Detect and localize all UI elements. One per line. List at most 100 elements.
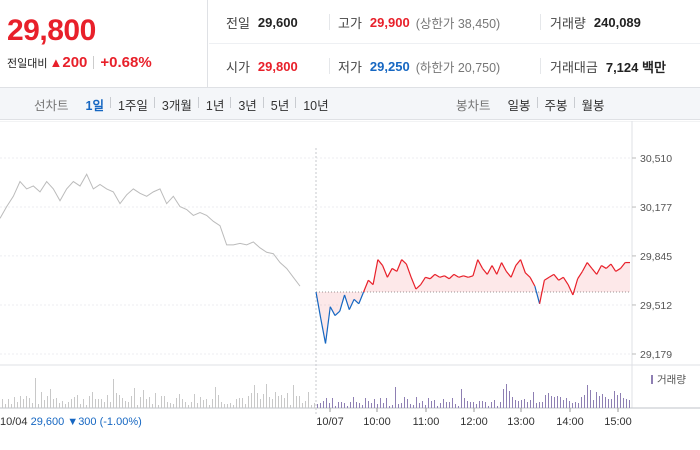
volume-bar: [98, 399, 99, 408]
today-line-segment: [491, 265, 498, 275]
today-line-segment: [453, 273, 460, 278]
divider: [93, 56, 95, 69]
volume-bar: [143, 390, 144, 408]
volume-bar: [95, 399, 96, 408]
period-tab-3y[interactable]: 3년: [230, 95, 263, 114]
volume-bar: [254, 385, 255, 408]
volume-bar: [377, 404, 378, 408]
volume-bar: [203, 400, 204, 408]
volume-value: 240,089: [593, 14, 641, 30]
volume-bar: [83, 399, 84, 408]
today-line-segment: [477, 259, 484, 269]
volume-bar: [572, 403, 573, 408]
today-line-segment: [562, 276, 569, 285]
today-line-segment: [405, 263, 412, 278]
volume-bar: [551, 396, 552, 408]
today-line-segment: [429, 273, 436, 280]
candle-chart-periods: 봉차트 일봉 주봉 월봉: [456, 88, 612, 120]
volume-bar: [362, 405, 363, 408]
volume-bar: [170, 403, 171, 408]
volume-bar: [338, 402, 339, 408]
volume-legend-label: 거래량: [657, 374, 686, 386]
today-line-segment: [444, 275, 450, 280]
today-line-segment: [605, 263, 612, 269]
volume-bar: [17, 402, 18, 408]
volume-bar: [461, 389, 462, 408]
volume-bar: [473, 402, 474, 408]
volume-bar: [440, 403, 441, 408]
prev-day-down-icon: ▼: [67, 416, 78, 428]
volume-bar: [77, 395, 78, 408]
candle-tab-monthly[interactable]: 월봉: [573, 95, 612, 114]
volume-bar: [50, 389, 51, 408]
volume-bar: [242, 398, 243, 408]
volume-bar: [215, 387, 216, 408]
period-tab-1d[interactable]: 1일: [85, 98, 104, 113]
volume-bar: [431, 401, 432, 408]
volume-bar: [623, 398, 624, 408]
volume-bar: [134, 388, 135, 408]
volume-bar: [413, 405, 414, 408]
open-label: 시가: [226, 59, 250, 75]
volume-bar: [8, 399, 9, 408]
amount-stat: 거래대금 7,124 백만: [540, 58, 666, 75]
volume-bar: [455, 404, 456, 408]
volume-bar: [53, 399, 54, 408]
volume-legend-swatch: [651, 375, 653, 384]
volume-bar: [161, 396, 162, 408]
volume-bar: [149, 397, 150, 408]
volume-bar: [485, 402, 486, 408]
volume-bar: [236, 399, 237, 408]
volume-bar: [221, 402, 222, 408]
volume-label: 거래량: [550, 15, 586, 31]
prev-day-change: 300: [78, 416, 99, 428]
volume-bar: [575, 402, 576, 408]
today-line-segment: [315, 291, 322, 319]
period-tab-5y[interactable]: 5년: [262, 95, 296, 114]
volume-bar: [317, 404, 318, 408]
volume-bar: [290, 405, 291, 408]
volume-bar: [92, 392, 93, 408]
volume-bar: [101, 399, 102, 408]
price-chart[interactable]: 30,510 30,177 29,845 29,512 29,179 10/07 10:0…: [0, 121, 700, 450]
x-tick-label: 12:00: [460, 416, 488, 428]
period-tab-3m[interactable]: 3개월: [153, 95, 199, 114]
volume-bar: [140, 397, 141, 408]
volume-bar: [125, 401, 126, 408]
prev-day-line: [0, 173, 301, 287]
volume-bar: [365, 398, 366, 408]
volume-bar: [263, 394, 264, 408]
today-line-segment: [458, 275, 464, 278]
stats-row-2: 시가 29,800 저가 29,250 (하한가 20,750) 거래대금 7,…: [209, 44, 700, 88]
today-line-segment: [529, 276, 536, 287]
today-line-segment: [515, 259, 522, 266]
chart-grid: [0, 121, 700, 414]
volume-bar: [545, 395, 546, 408]
period-tab-10y[interactable]: 10년: [295, 95, 335, 114]
volume-bar: [305, 401, 306, 408]
volume-bar: [512, 397, 513, 408]
volume-bar: [284, 398, 285, 408]
volume-bar: [233, 405, 234, 408]
volume-bar: [239, 398, 240, 408]
prev-day-date: 10/04: [0, 416, 31, 428]
volume-bar: [11, 404, 12, 408]
current-price-box: 29,800 전일대비 ▲ 200 +0.68%: [0, 0, 208, 88]
change-row: 전일대비 ▲ 200 +0.68%: [7, 54, 152, 71]
volume-bar: [56, 398, 57, 408]
period-tab-1y[interactable]: 1년: [197, 95, 231, 114]
period-tab-1w[interactable]: 1주일: [109, 95, 155, 114]
today-line-segment: [334, 310, 341, 317]
y-tick-label: 29,179: [640, 349, 672, 361]
volume-bar: [329, 403, 330, 408]
volume-bar: [476, 404, 477, 408]
today-line-segment: [420, 276, 426, 285]
candle-tab-daily[interactable]: 일봉: [507, 98, 531, 113]
volume-bar: [296, 396, 297, 408]
volume-bar: [323, 401, 324, 408]
volume-bar: [557, 396, 558, 408]
candle-tab-weekly[interactable]: 주봉: [536, 95, 575, 114]
prev-day-close: 29,600: [31, 416, 68, 428]
x-tick-label: 10/07: [316, 416, 344, 428]
today-line-segment: [339, 294, 346, 312]
